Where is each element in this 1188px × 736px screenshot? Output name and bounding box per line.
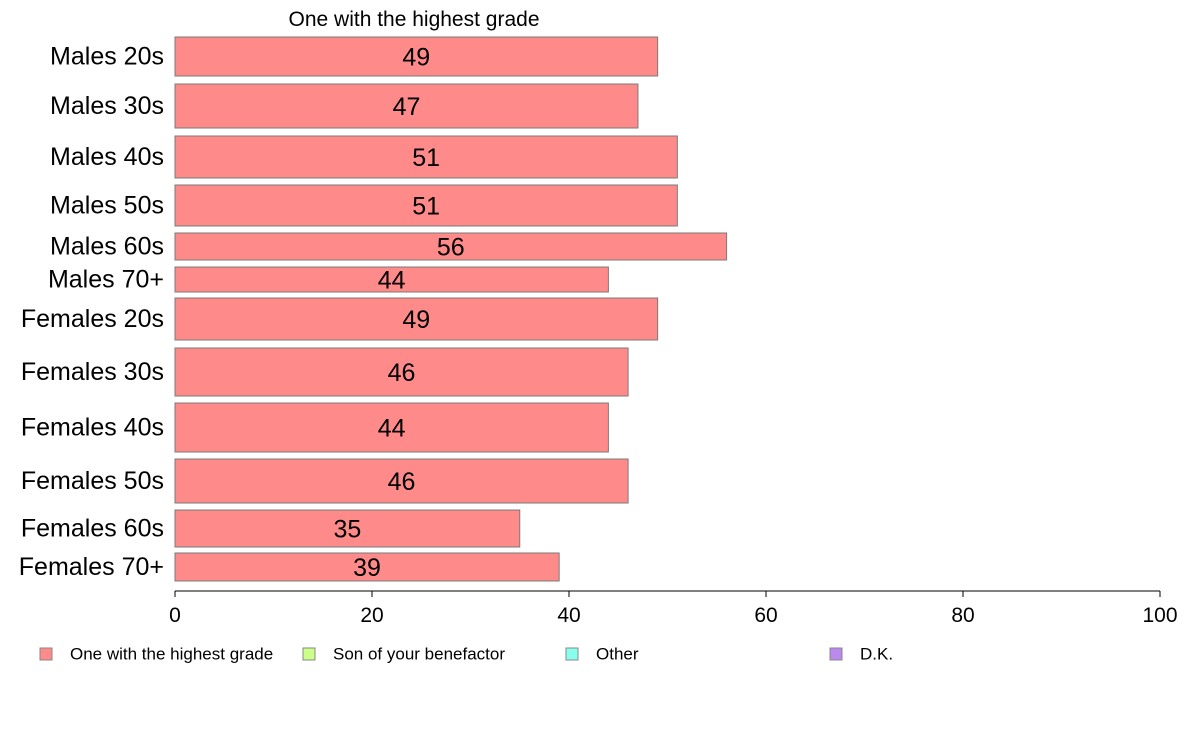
legend-swatch-one-with-the-highest-grade: [39, 647, 53, 661]
x-tick-label-100: 100: [1142, 604, 1177, 627]
bar-value-label-females-20s: 49: [402, 306, 430, 334]
bar-males-30s: [174, 83, 639, 129]
category-label-females-60s: Females 60s: [21, 515, 164, 543]
x-tick-label-20: 20: [360, 604, 383, 627]
category-label-males-20s: Males 20s: [50, 43, 164, 71]
bar-value-label-females-40s: 44: [378, 415, 406, 443]
x-tick-label-80: 80: [951, 604, 974, 627]
legend-label-d-k: D.K.: [860, 645, 893, 664]
x-tick-label-40: 40: [557, 604, 580, 627]
bar-females-40s: [174, 402, 609, 453]
bar-females-60s: [174, 509, 521, 548]
legend-swatch-son-of-your-benefactor: [302, 647, 316, 661]
bar-males-60s: [174, 232, 728, 261]
bar-value-label-males-30s: 47: [393, 93, 421, 121]
bar-value-label-males-20s: 49: [402, 44, 430, 72]
bar-value-label-females-70plus: 39: [353, 554, 381, 582]
bar-value-label-males-60s: 56: [437, 234, 465, 262]
category-label-males-30s: Males 30s: [50, 92, 164, 120]
legend-label-son-of-your-benefactor: Son of your benefactor: [333, 645, 505, 664]
x-tick-label-60: 60: [754, 604, 777, 627]
category-label-males-60s: Males 60s: [50, 233, 164, 261]
category-label-males-40s: Males 40s: [50, 143, 164, 171]
x-axis: 0 20 40 60 80 100: [169, 590, 1178, 627]
bar-females-20s: [174, 297, 659, 341]
legend-label-one-with-the-highest-grade: One with the highest grade: [70, 645, 273, 664]
bar-value-label-males-70plus: 44: [378, 267, 406, 295]
category-label-males-50s: Males 50s: [50, 192, 164, 220]
bar-value-label-males-40s: 51: [412, 144, 440, 172]
chart-title: One with the highest grade: [289, 8, 540, 31]
x-tick-label-0: 0: [169, 604, 181, 627]
legend-label-other: Other: [596, 645, 639, 664]
legend: One with the highest grade Son of your be…: [39, 645, 893, 664]
bar-value-label-females-60s: 35: [333, 516, 361, 544]
category-label-females-50s: Females 50s: [21, 467, 164, 495]
bar-males-40s: [174, 135, 678, 179]
legend-swatch-d-k: [829, 647, 843, 661]
category-label-males-70plus: Males 70+: [48, 266, 164, 294]
bar-males-70plus: [174, 266, 609, 293]
bar-males-20s: [174, 36, 659, 77]
category-label-females-70plus: Females 70+: [19, 553, 164, 581]
bars-group: Males 20s 49 Males 30s 47 Males 40s 51 Males 5…: [19, 36, 728, 582]
bar-value-label-females-50s: 46: [388, 468, 416, 496]
category-label-females-40s: Females 40s: [21, 414, 164, 442]
bar-value-label-females-30s: 46: [388, 359, 416, 387]
bar-females-50s: [174, 458, 629, 504]
bar-females-30s: [174, 347, 629, 397]
category-label-females-20s: Females 20s: [21, 305, 164, 333]
bar-value-label-males-50s: 51: [412, 193, 440, 221]
category-label-females-30s: Females 30s: [21, 358, 164, 386]
bar-females-70plus: [174, 552, 560, 582]
legend-swatch-other: [565, 647, 579, 661]
bar-males-50s: [174, 184, 678, 227]
